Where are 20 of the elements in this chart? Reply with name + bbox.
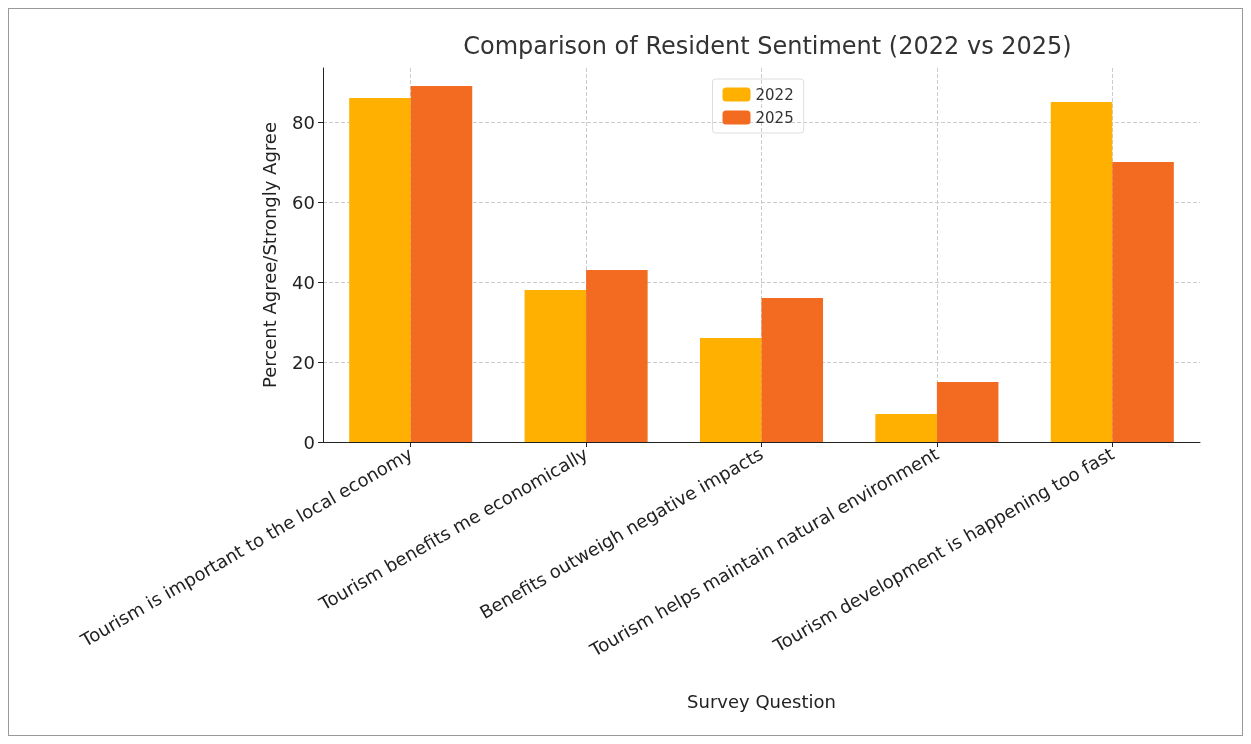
x-axis-title: Survey Question [687,690,836,712]
legend-label: 2022 [755,85,794,104]
bar [524,290,587,442]
y-tick-label: 40 [292,271,315,293]
y-tick-label: 60 [292,191,315,213]
y-tick-label: 80 [292,111,315,133]
bar [699,338,762,442]
bar [761,298,824,442]
bar [586,270,648,442]
legend-label: 2025 [755,108,794,127]
bar [1112,162,1174,442]
y-axis-title: Percent Agree/Strongly Agree [258,121,280,389]
bar [875,414,937,442]
bar [349,98,411,442]
bar [1050,102,1113,442]
y-tick-label: 20 [292,351,315,373]
bar [410,86,473,442]
chart-title: Comparison of Resident Sentiment (2022 vs 2025) [463,32,1072,60]
bar [936,382,999,442]
y-tick-label: 0 [303,431,315,453]
